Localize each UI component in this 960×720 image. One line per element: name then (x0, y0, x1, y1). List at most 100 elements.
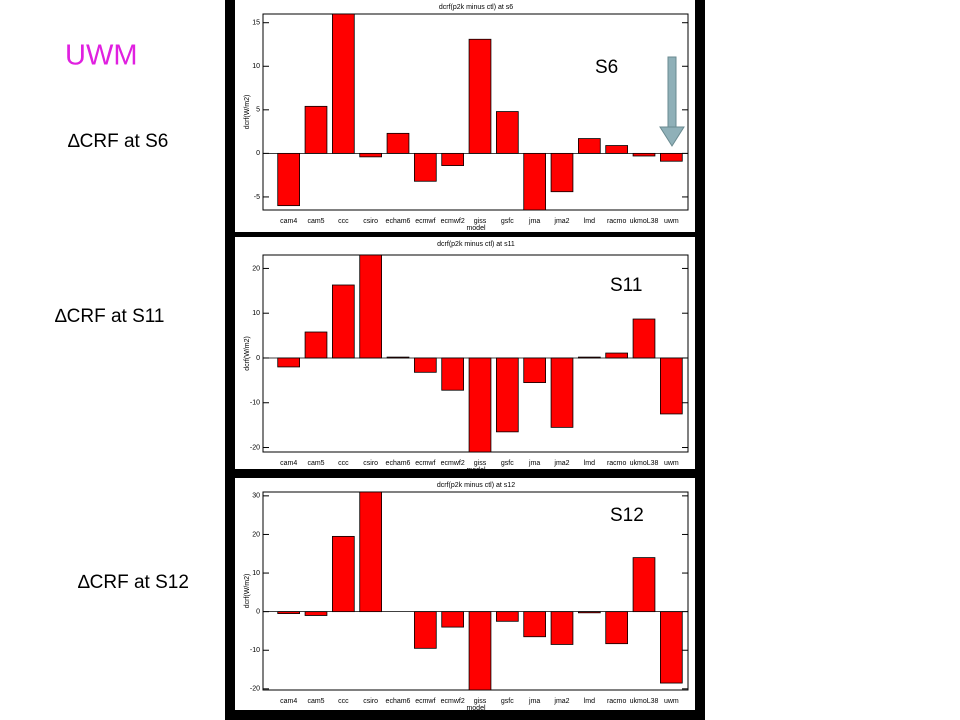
x-tick-label: ecmwf2 (441, 698, 465, 705)
side-label: ∆CRF at S6 (68, 131, 168, 152)
bar (441, 611, 465, 628)
x-tick-label: gsfc (501, 698, 514, 705)
y-tick-label: -10 (250, 400, 260, 407)
chart: dcrf(p2k minus ctl) at s12 ∆CRF at S12 S12… (78, 478, 695, 712)
bar (495, 357, 519, 433)
x-tick-label: racmo (607, 460, 627, 467)
x-tick-label: ecmwf (415, 218, 435, 225)
y-tick-label: 10 (252, 310, 260, 317)
y-tick-label: 10 (252, 570, 260, 577)
bar (605, 611, 629, 645)
side-label: ∆CRF at S11 (55, 306, 164, 327)
chart-title: dcrf(p2k minus ctl) at s11 (437, 241, 515, 248)
x-tick-label: jma (528, 218, 540, 225)
x-tick-label: ukmoL38 (630, 460, 659, 467)
x-tick-label: csiro (363, 698, 378, 705)
annotation: S6 (595, 57, 618, 78)
y-axis-title: dcrf(W/m2) (244, 95, 251, 130)
x-tick-label: jma (528, 698, 540, 705)
x-tick-label: cam4 (280, 698, 297, 705)
bar (495, 611, 519, 622)
x-tick-label: lmd (584, 218, 595, 225)
bar (277, 357, 301, 368)
x-tick-label: jma2 (553, 698, 569, 705)
x-tick-label: csiro (363, 460, 378, 467)
x-tick-label: ecmwf2 (441, 460, 465, 467)
x-tick-label: ukmoL38 (630, 218, 659, 225)
x-tick-label: ccc (338, 218, 349, 225)
x-tick-label: echam6 (386, 218, 411, 225)
x-tick-label: gsfc (501, 218, 514, 225)
bar (277, 152, 301, 207)
bar (386, 356, 410, 359)
bar (523, 152, 547, 211)
bar (386, 132, 410, 154)
bar (331, 13, 355, 154)
side-label: ∆CRF at S12 (78, 572, 189, 593)
bar (578, 138, 601, 154)
x-tick-label: uwm (664, 218, 679, 225)
bar (632, 152, 656, 157)
bar (468, 357, 492, 453)
bar (304, 105, 328, 154)
chart: dcrf(p2k minus ctl) at s6 ∆CRF at S6 S6 mod… (68, 0, 695, 232)
chart: dcrf(p2k minus ctl) at s11 ∆CRF at S11 S11… (55, 237, 695, 474)
bar (578, 356, 601, 359)
bar (605, 352, 629, 359)
bar (578, 611, 601, 614)
bar (605, 145, 629, 154)
x-tick-label: echam6 (386, 460, 411, 467)
x-tick-label: lmd (584, 698, 595, 705)
bar (413, 357, 437, 373)
x-axis-title: model (466, 705, 486, 712)
x-tick-label: jma2 (553, 218, 569, 225)
y-tick-label: 10 (252, 63, 260, 70)
x-tick-label: ccc (338, 460, 349, 467)
bar (331, 535, 355, 613)
chart-title: dcrf(p2k minus ctl) at s6 (439, 4, 513, 11)
bar (413, 152, 437, 182)
x-tick-label: ecmwf (415, 460, 435, 467)
x-tick-label: cam5 (307, 460, 324, 467)
y-tick-label: 0 (256, 608, 260, 615)
bar (550, 611, 574, 645)
bar (413, 611, 437, 649)
annotation: S12 (610, 505, 644, 526)
y-tick-label: 30 (252, 493, 260, 500)
x-tick-label: cam4 (280, 460, 297, 467)
bar (359, 152, 383, 158)
x-tick-label: uwm (664, 698, 679, 705)
x-axis-title: model (466, 225, 486, 232)
plot-frame (262, 13, 689, 211)
x-tick-label: cam5 (307, 698, 324, 705)
arrow (659, 56, 685, 147)
bar (660, 611, 683, 684)
x-tick-label: csiro (363, 218, 378, 225)
bar (550, 357, 574, 428)
slide-title: UWM (65, 40, 137, 72)
x-tick-label: cam4 (280, 218, 297, 225)
x-tick-label: giss (474, 698, 487, 705)
bar (660, 152, 683, 162)
bar (359, 491, 383, 613)
x-axis-title: model (466, 467, 486, 474)
chart-background (235, 0, 695, 232)
bar (468, 611, 492, 691)
y-tick-label: 20 (252, 531, 260, 538)
x-tick-label: gsfc (501, 460, 514, 467)
bar (304, 611, 328, 616)
bar (304, 331, 328, 359)
bar (523, 357, 547, 384)
bar (550, 152, 574, 193)
bar (331, 284, 355, 359)
y-tick-label: -20 (250, 444, 260, 451)
bar (468, 38, 492, 154)
y-axis-title: dcrf(W/m2) (244, 336, 251, 371)
x-tick-label: ecmwf (415, 698, 435, 705)
y-tick-label: 0 (256, 150, 260, 157)
bar (523, 611, 547, 638)
x-tick-label: giss (474, 218, 487, 225)
chart-title: dcrf(p2k minus ctl) at s12 (437, 482, 515, 489)
x-tick-label: echam6 (386, 698, 411, 705)
